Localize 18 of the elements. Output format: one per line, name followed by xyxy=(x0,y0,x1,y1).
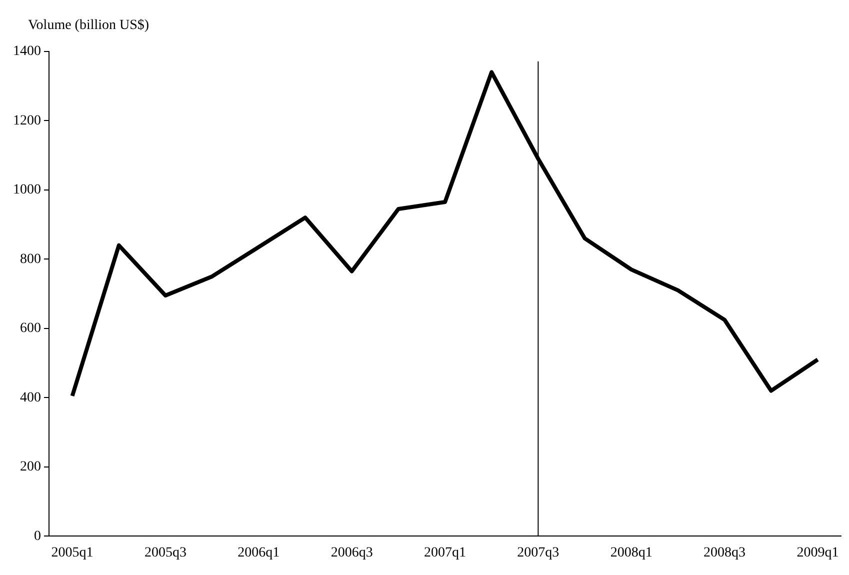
y-tick-label: 400 xyxy=(20,390,41,406)
x-tick-label: 2005q3 xyxy=(144,545,186,560)
x-tick-label: 2006q3 xyxy=(330,545,373,560)
y-tick-label: 600 xyxy=(20,321,41,336)
y-tick-label: 200 xyxy=(20,460,41,475)
y-axis-title: Volume (billion US$) xyxy=(28,18,150,34)
y-tick-label: 1200 xyxy=(13,113,41,128)
x-tick-label: 2009q1 xyxy=(796,545,839,560)
x-tick-label: 2007q3 xyxy=(517,545,560,560)
x-tick-label: 2007q1 xyxy=(424,545,466,560)
y-tick-label: 800 xyxy=(20,252,41,267)
y-tick-label: 1400 xyxy=(13,44,41,60)
x-tick-label: 2008q1 xyxy=(610,545,652,560)
x-tick-label: 2008q3 xyxy=(704,545,746,560)
x-tick-label: 2005q1 xyxy=(51,545,94,560)
y-tick-label: 0 xyxy=(34,528,41,544)
x-tick-label: 2006q1 xyxy=(238,545,280,560)
y-tick-label: 1000 xyxy=(13,182,41,198)
